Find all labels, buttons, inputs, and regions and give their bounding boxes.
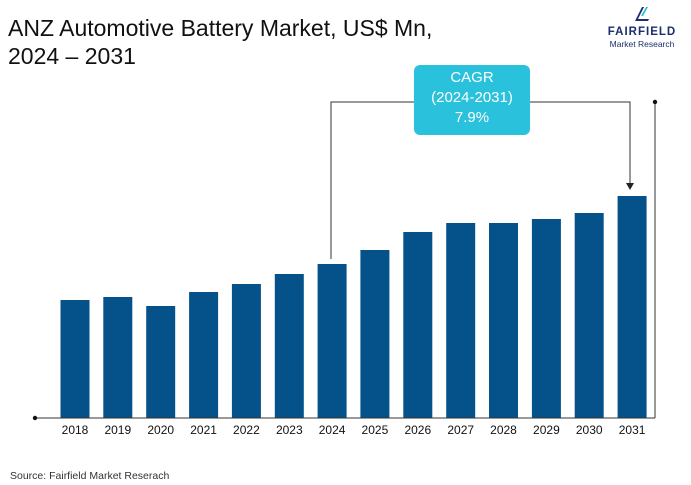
cagr-label: CAGR <box>450 69 494 86</box>
chart-title: ANZ Automotive Battery Market, US$ Mn, 2… <box>8 14 528 70</box>
bar-2030 <box>574 213 604 418</box>
chart-title-line-2: 2024 – 2031 <box>8 43 136 69</box>
x-tick-label-2025: 2025 <box>362 423 389 437</box>
fairfield-logo: FAIRFIELD Market Research <box>599 4 685 49</box>
x-tick-label-2018: 2018 <box>62 423 89 437</box>
bar-2031 <box>617 196 647 418</box>
bar-2024 <box>317 264 347 418</box>
x-tick-label-2030: 2030 <box>576 423 603 437</box>
cagr-arrowhead <box>626 183 634 190</box>
x-axis-labels: 2018 2019 2020 2021 2022 2023 2024 2025 2026 2027… <box>62 423 646 437</box>
x-tick-label-2028: 2028 <box>490 423 517 437</box>
bar-2027 <box>446 223 476 418</box>
x-tick-label-2029: 2029 <box>533 423 560 437</box>
bar-2021 <box>189 292 219 418</box>
bar-2025 <box>360 250 390 418</box>
x-tick-label-2027: 2027 <box>447 423 474 437</box>
bar-2018 <box>60 300 90 418</box>
x-tick-label-2024: 2024 <box>319 423 346 437</box>
x-tick-label-2026: 2026 <box>404 423 431 437</box>
x-tick-label-2022: 2022 <box>233 423 260 437</box>
x-tick-label-2031: 2031 <box>619 423 646 437</box>
source-note: Source: Fairfield Market Reserach <box>10 470 170 482</box>
bar-2022 <box>231 284 261 418</box>
x-tick-label-2023: 2023 <box>276 423 303 437</box>
bar-2026 <box>403 232 433 418</box>
chart-title-line-1: ANZ Automotive Battery Market, US$ Mn, <box>8 15 433 41</box>
x-tick-label-2020: 2020 <box>147 423 174 437</box>
logo-name: FAIRFIELD <box>607 26 677 38</box>
bar-2028 <box>489 223 518 418</box>
logo-tagline: Market Research <box>609 39 675 49</box>
bar-2023 <box>274 274 304 418</box>
fairfield-logo-icon <box>635 7 649 21</box>
bar-2019 <box>103 297 133 418</box>
bar-2029 <box>531 219 561 418</box>
x-axis-start-dot <box>32 415 38 421</box>
x-tick-label-2019: 2019 <box>104 423 131 437</box>
cagr-value: 7.9% <box>454 109 490 126</box>
cagr-callout: CAGR (2024-2031) 7.9% <box>414 65 530 135</box>
bars-group <box>60 196 647 418</box>
cagr-bracket <box>330 101 631 259</box>
right-axis-top-dot <box>652 99 658 105</box>
bar-2020 <box>146 306 176 418</box>
x-tick-label-2021: 2021 <box>190 423 217 437</box>
cagr-period: (2024-2031) <box>431 89 513 106</box>
